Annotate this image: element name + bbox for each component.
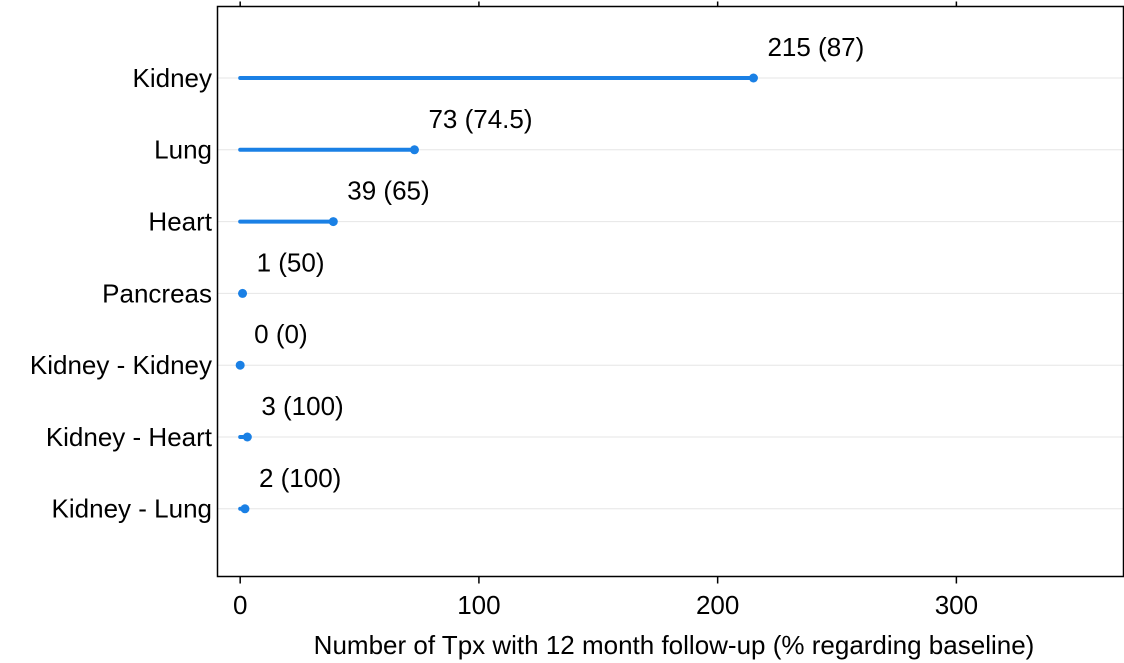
data-label-0: 215 (87) [767,32,864,62]
data-label-5: 3 (100) [261,391,343,421]
data-label-1: 73 (74.5) [428,104,532,134]
category-label-5: Kidney - Heart [46,422,213,452]
lollipop-point-0 [748,73,758,83]
data-label-3: 1 (50) [257,247,325,277]
category-label-1: Lung [154,135,212,165]
category-label-3: Pancreas [102,278,212,308]
chart-labels: Kidney 215 (87) Lung 73 (74.5) Heart 39 (65) P… [30,32,978,620]
data-label-6: 2 (100) [259,463,341,493]
gridlines [217,77,1124,510]
category-label-0: Kidney [133,63,213,93]
lollipop-point-1 [409,145,419,155]
lollipop-point-3 [238,288,248,298]
data-label-2: 39 (65) [347,176,429,206]
category-label-2: Heart [148,206,212,236]
x-axis-title: Number of Tpx with 12 month follow-up (%… [314,630,1035,660]
x-tick-label-3: 300 [935,590,978,620]
lollipop-point-2 [328,217,338,227]
x-tick-label-2: 200 [696,590,739,620]
chart-marks [235,73,758,514]
lollipop-point-6 [240,504,250,514]
category-label-6: Kidney - Lung [52,494,212,524]
lollipop-point-5 [242,432,252,442]
data-label-4: 0 (0) [254,319,307,349]
x-tick-label-0: 0 [233,590,247,620]
plot-frame [216,5,1124,578]
x-tick-label-1: 100 [457,590,500,620]
category-label-4: Kidney - Kidney [30,350,212,380]
x-axis-ticks [239,1,958,584]
lollipop-point-4 [235,360,245,370]
